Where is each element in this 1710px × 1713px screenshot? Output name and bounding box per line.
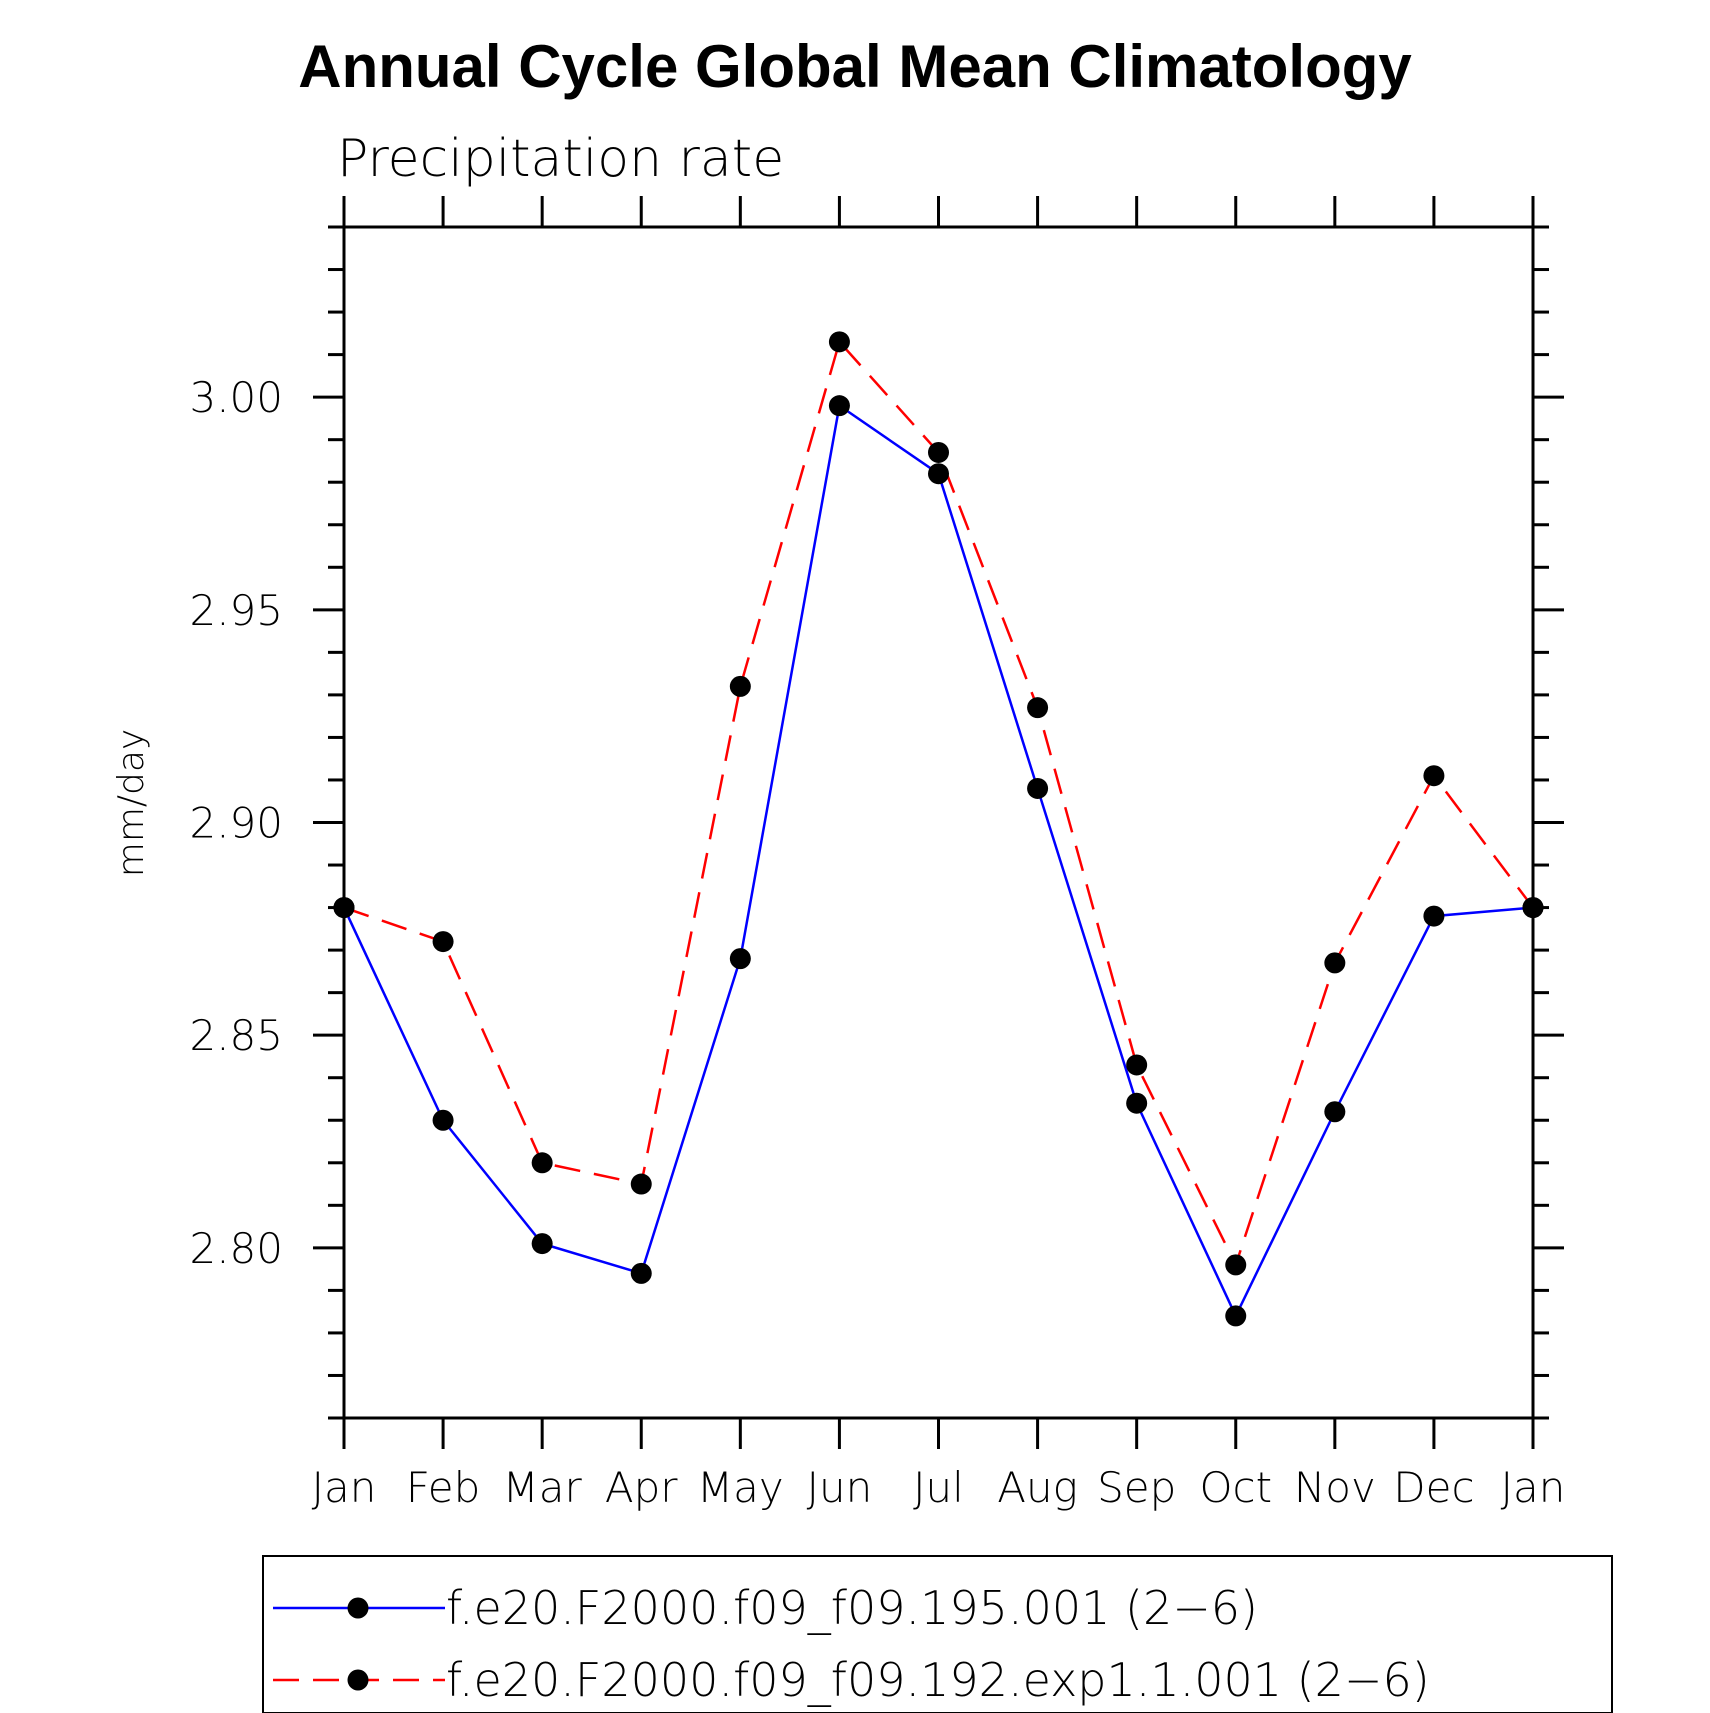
data-point-series-1 <box>1324 1101 1346 1123</box>
y-tick-label: 2.80 <box>189 1224 283 1273</box>
data-point-series-2 <box>1126 1054 1148 1076</box>
y-tick-label: 2.95 <box>189 586 283 635</box>
data-point-series-2 <box>630 1173 652 1195</box>
x-tick-label: Jan <box>312 1463 377 1512</box>
data-point-series-1 <box>1027 777 1049 799</box>
data-point-series-2 <box>1027 697 1049 719</box>
chart-subtitle: Precipitation rate <box>337 129 784 189</box>
series-line-1 <box>342 403 1534 1319</box>
data-point-series-2 <box>333 897 355 919</box>
x-tick-label: Oct <box>1199 1463 1272 1512</box>
legend-label-1: f.e20.F2000.f09_f09.195.001 (2−6) <box>446 1581 1258 1635</box>
x-tick-label: Mar <box>503 1463 583 1512</box>
legend-label-2: f.e20.F2000.f09_f09.192.exp1.1.001 (2−6) <box>446 1653 1430 1707</box>
x-tick-label: Feb <box>406 1463 480 1512</box>
data-point-series-2 <box>1225 1254 1247 1276</box>
data-point-series-2 <box>1423 765 1445 787</box>
x-tick-label: May <box>697 1463 784 1512</box>
markers-layer <box>333 331 1544 1327</box>
y-tick-label: 2.85 <box>189 1011 283 1060</box>
chart-title: Annual Cycle Global Mean Climatology <box>298 33 1412 100</box>
y-tick-label: 3.00 <box>189 373 283 422</box>
x-tick-label: Apr <box>605 1463 678 1512</box>
data-point-series-1 <box>432 1109 454 1131</box>
legend-marker-1 <box>347 1597 369 1619</box>
data-point-series-2 <box>828 331 850 353</box>
data-point-series-2 <box>432 931 454 953</box>
series-layer <box>342 339 1534 1319</box>
legend-box <box>262 1555 1613 1713</box>
x-tick-labels: Jan Feb Mar Apr May Jun Jul Aug Sep Oct Nov Dec Jan <box>312 1463 1566 1512</box>
x-tick-label: Jul <box>913 1463 964 1512</box>
x-tick-label: Aug <box>997 1463 1078 1512</box>
data-point-series-2 <box>928 441 949 463</box>
data-point-series-1 <box>928 463 949 485</box>
data-point-series-1 <box>1126 1092 1148 1114</box>
legend: f.e20.F2000.f09_f09.195.001 (2−6) f.e20.F… <box>273 1581 1430 1707</box>
data-point-series-1 <box>828 395 850 417</box>
x-tick-label: Sep <box>1097 1463 1176 1512</box>
data-point-series-1 <box>630 1262 652 1284</box>
x-tick-label: Nov <box>1294 1463 1376 1512</box>
y-tick-labels: 2.80 2.85 2.90 2.95 3.00 <box>189 373 283 1273</box>
axis-ticks <box>313 196 1564 1449</box>
data-point-series-2 <box>1324 952 1346 974</box>
data-point-series-1 <box>531 1233 553 1255</box>
data-point-series-2 <box>531 1152 553 1174</box>
x-tick-label: Jan <box>1501 1463 1566 1512</box>
data-point-series-2 <box>1522 897 1544 919</box>
x-tick-label: Dec <box>1393 1463 1474 1512</box>
data-point-series-2 <box>729 675 751 697</box>
plot-frame <box>342 225 1535 1420</box>
y-axis-label: mm/day <box>111 729 152 877</box>
y-tick-label: 2.90 <box>189 799 283 848</box>
legend-marker-2 <box>347 1669 369 1691</box>
data-point-series-1 <box>1225 1305 1247 1327</box>
x-tick-label: Jun <box>807 1463 873 1512</box>
data-point-series-1 <box>1423 905 1445 927</box>
data-point-series-1 <box>729 948 751 970</box>
